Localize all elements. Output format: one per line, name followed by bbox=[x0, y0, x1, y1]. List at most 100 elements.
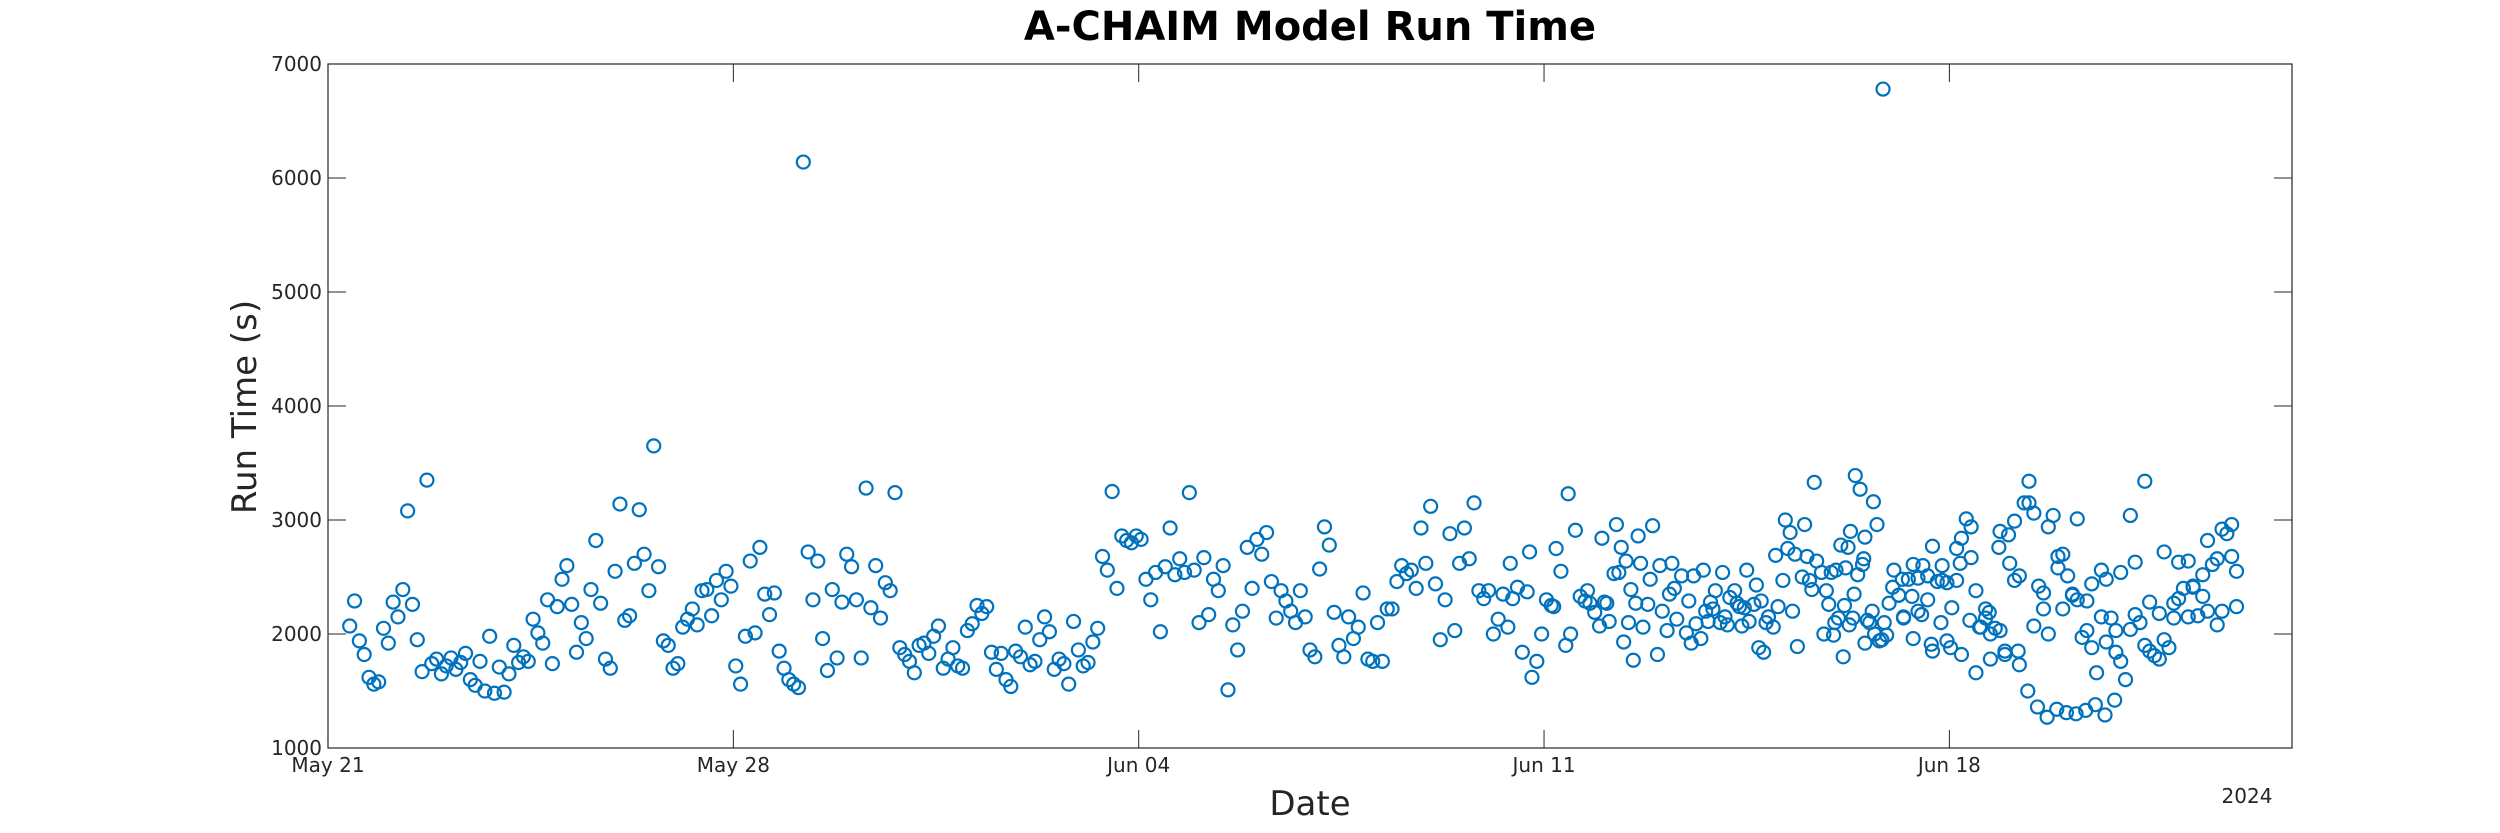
data-point bbox=[1865, 494, 1881, 510]
data-point bbox=[1914, 607, 1930, 623]
y-tick-label: 6000 bbox=[271, 166, 322, 190]
data-point bbox=[1326, 604, 1342, 620]
data-point bbox=[2087, 697, 2103, 713]
data-point bbox=[1258, 524, 1275, 541]
data-point bbox=[2166, 610, 2182, 626]
data-point bbox=[457, 645, 474, 661]
data-point bbox=[1167, 567, 1183, 583]
data-point bbox=[1480, 583, 1497, 599]
data-point bbox=[2088, 665, 2105, 681]
data-point bbox=[1389, 573, 1405, 590]
data-point bbox=[2011, 657, 2027, 673]
data-point bbox=[2006, 572, 2023, 589]
data-point bbox=[2064, 587, 2081, 603]
data-point bbox=[1524, 669, 1540, 685]
data-point bbox=[1971, 619, 1988, 635]
data-point bbox=[573, 614, 589, 631]
data-point bbox=[1953, 646, 1970, 663]
data-point bbox=[520, 653, 536, 669]
data-point bbox=[2117, 671, 2134, 688]
data-point bbox=[1664, 555, 1680, 571]
data-point bbox=[424, 656, 440, 672]
data-point bbox=[1070, 642, 1086, 658]
data-point bbox=[1934, 557, 1950, 574]
data-point bbox=[1770, 599, 1786, 615]
data-point bbox=[790, 679, 807, 696]
data-point bbox=[1147, 564, 1164, 581]
data-point bbox=[1471, 583, 1487, 599]
data-point bbox=[2228, 599, 2245, 615]
data-point bbox=[1850, 567, 1866, 583]
data-point bbox=[1632, 555, 1649, 571]
data-point bbox=[1519, 584, 1535, 600]
data-point bbox=[1611, 564, 1627, 581]
data-point bbox=[1734, 618, 1750, 634]
data-point bbox=[356, 646, 372, 663]
data-point bbox=[1157, 559, 1173, 575]
year-label: 2024 bbox=[2222, 784, 2273, 808]
data-point bbox=[583, 581, 599, 598]
x-axis-label: Date bbox=[1269, 784, 1350, 824]
data-point bbox=[887, 485, 903, 501]
data-point bbox=[1099, 562, 1115, 578]
data-point bbox=[1466, 495, 1482, 511]
data-point bbox=[1669, 611, 1685, 627]
data-point bbox=[1094, 548, 1111, 565]
data-point bbox=[1437, 592, 1453, 608]
data-point bbox=[1874, 632, 1890, 648]
data-point bbox=[1003, 678, 1019, 695]
data-point bbox=[1133, 531, 1149, 547]
x-tick-label: Jun 18 bbox=[1916, 753, 1981, 777]
data-point bbox=[2137, 473, 2153, 489]
data-point bbox=[868, 557, 884, 574]
data-point bbox=[1287, 614, 1304, 631]
data-point bbox=[1753, 593, 1769, 609]
data-point bbox=[1895, 610, 1912, 626]
data-point bbox=[1418, 555, 1434, 571]
data-point bbox=[1032, 632, 1048, 648]
data-point bbox=[1847, 467, 1863, 484]
data-point bbox=[979, 599, 995, 615]
data-point bbox=[646, 438, 662, 454]
data-point bbox=[2151, 605, 2167, 622]
data-point bbox=[1225, 617, 1241, 633]
data-point bbox=[747, 625, 763, 641]
data-point bbox=[1608, 516, 1625, 533]
data-point bbox=[1968, 665, 1984, 681]
data-point bbox=[1876, 614, 1892, 631]
data-point bbox=[1707, 583, 1723, 599]
data-point bbox=[1729, 595, 1745, 611]
data-point bbox=[1825, 627, 1842, 643]
data-point bbox=[771, 643, 787, 659]
data-point bbox=[2050, 560, 2066, 576]
data-point bbox=[805, 592, 821, 608]
data-point bbox=[1215, 557, 1231, 574]
data-point bbox=[2161, 640, 2177, 656]
data-point bbox=[2209, 617, 2225, 633]
data-point bbox=[617, 612, 633, 628]
data-point bbox=[699, 581, 715, 598]
data-point bbox=[1104, 483, 1120, 500]
data-point bbox=[1625, 652, 1641, 668]
data-point bbox=[1804, 581, 1820, 598]
data-point bbox=[390, 609, 406, 625]
x-tick-label: May 21 bbox=[291, 753, 364, 777]
data-point bbox=[1350, 619, 1366, 635]
data-point bbox=[665, 660, 681, 676]
data-point bbox=[1027, 653, 1043, 669]
data-point bbox=[1567, 522, 1584, 538]
y-tick-label: 7000 bbox=[271, 52, 322, 76]
data-point bbox=[848, 592, 864, 608]
data-point bbox=[2151, 651, 2167, 667]
data-point bbox=[1852, 481, 1868, 497]
data-point bbox=[641, 583, 657, 599]
data-point bbox=[2142, 643, 2158, 659]
data-point bbox=[1423, 498, 1439, 514]
data-point bbox=[1210, 583, 1226, 599]
data-point bbox=[1490, 611, 1506, 627]
data-point bbox=[655, 633, 671, 649]
data-point bbox=[1500, 619, 1516, 635]
data-point bbox=[1579, 583, 1596, 599]
data-point bbox=[1920, 592, 1936, 608]
data-point bbox=[1894, 571, 1910, 587]
